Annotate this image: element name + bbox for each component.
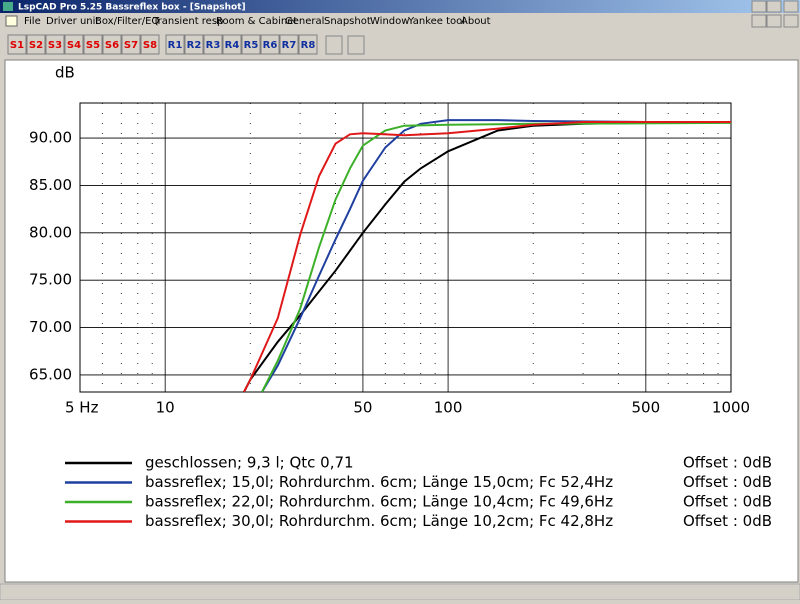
x-tick-label: 1000: [712, 399, 750, 417]
toolbar-button-label[interactable]: R3: [206, 40, 221, 51]
toolbar-button[interactable]: [203, 34, 223, 55]
toolbar-button[interactable]: [298, 34, 318, 55]
y-tick-label: 85.00: [29, 176, 72, 194]
toolbar-button[interactable]: [64, 34, 84, 55]
toolbar-button[interactable]: [241, 34, 261, 55]
toolbar-button-label[interactable]: R4: [225, 40, 240, 51]
toolbar-button-label[interactable]: S4: [67, 40, 81, 51]
toolbar-button[interactable]: [7, 34, 27, 55]
toolbar-button-label[interactable]: R7: [282, 40, 297, 51]
toolbar-button-label[interactable]: S5: [86, 40, 100, 51]
maximize-button[interactable]: [766, 0, 782, 13]
x-tick-label: 10: [156, 399, 175, 417]
x-tick-label: 500: [632, 399, 661, 417]
mdi-close[interactable]: [783, 14, 799, 28]
toolbar-button-label[interactable]: R2: [187, 40, 202, 51]
menu-item[interactable]: Room & Cabinet: [216, 16, 297, 27]
plot: 5 Hz 10 50 100 500 1000 65.00 70.00 75.00 80.00 85…: [29, 102, 772, 530]
window-controls: [751, 0, 799, 28]
toolbar-button-label[interactable]: S6: [105, 40, 119, 51]
menu-item[interactable]: Transient resp: [152, 16, 223, 27]
series-line: [261, 119, 731, 392]
title-bar: [0, 0, 800, 13]
legend-label: geschlossen; 9,3 l; Qtc 0,71: [145, 454, 354, 472]
y-tick-label: 90.00: [29, 129, 72, 147]
series-line: [243, 121, 731, 392]
legend-offset: Offset : 0dB: [683, 454, 772, 472]
legend-offset: Offset : 0dB: [683, 493, 772, 511]
toolbar-button-label[interactable]: S7: [124, 40, 138, 51]
legend-offset: Offset : 0dB: [683, 473, 772, 491]
chart-panel: [4, 59, 799, 583]
toolbar-button[interactable]: [222, 34, 242, 55]
status-bar: [0, 583, 800, 601]
legend-label: bassreflex; 15,0l; Rohrdurchm. 6cm; Läng…: [145, 473, 613, 491]
toolbar-button[interactable]: [83, 34, 103, 55]
toolbar-button-label[interactable]: R5: [244, 40, 259, 51]
toolbar-button-label[interactable]: S8: [143, 40, 157, 51]
mdi-minimize[interactable]: [751, 14, 767, 28]
legend-offset: Offset : 0dB: [683, 512, 772, 530]
legend-label: bassreflex; 22,0l; Rohrdurchm. 6cm; Läng…: [145, 493, 613, 511]
y-tick-label: 75.00: [29, 271, 72, 289]
close-button[interactable]: [783, 0, 799, 13]
toolbar-button-label[interactable]: R8: [301, 40, 316, 51]
toolbar-button[interactable]: [26, 34, 46, 55]
menu-item[interactable]: General: [285, 16, 324, 27]
x-tick-label: 100: [434, 399, 463, 417]
toolbar-button[interactable]: [184, 34, 204, 55]
toolbar: S1 S2 S3 S4 S5 S6 S7 S8 R1 R2 R3 R4 R5 R6 R7 R8: [7, 34, 365, 55]
mdi-restore[interactable]: [766, 14, 782, 28]
legend-label: bassreflex; 30,0l; Rohrdurchm. 6cm; Läng…: [145, 512, 613, 530]
y-tick-label: 65.00: [29, 365, 72, 383]
menu-item[interactable]: Box/Filter/EQ: [95, 16, 159, 27]
toolbar-button[interactable]: [45, 34, 65, 55]
menu-item[interactable]: Driver unit: [46, 16, 99, 27]
toolbar-button[interactable]: [121, 34, 141, 55]
toolbar-button[interactable]: [279, 34, 299, 55]
menu-item[interactable]: Window: [370, 16, 409, 27]
app-icon: [3, 2, 13, 11]
menu-item[interactable]: About: [461, 16, 491, 27]
toolbar-button[interactable]: [102, 34, 122, 55]
menu-item[interactable]: Yankee tool: [407, 16, 465, 27]
x-tick-label: 50: [353, 399, 372, 417]
toolbar-button-label[interactable]: S2: [29, 40, 43, 51]
toolbar-button-label[interactable]: S1: [10, 40, 24, 51]
doc-icon: [5, 15, 18, 27]
toolbar-button-label[interactable]: R6: [263, 40, 278, 51]
toolbar-button[interactable]: [165, 34, 185, 55]
menu-item[interactable]: File: [24, 16, 41, 27]
window-title: LspCAD Pro 5.25 Bassreflex box - [Snapsh…: [18, 3, 246, 13]
x-tick-label: 5 Hz: [65, 399, 99, 417]
y-tick-label: 70.00: [29, 318, 72, 336]
y-axis-label: dB: [55, 64, 75, 82]
toolbar-button[interactable]: [260, 34, 280, 55]
toolbar-button-label[interactable]: R1: [168, 40, 183, 51]
plot-frame: [79, 102, 732, 393]
y-tick-label: 80.00: [29, 223, 72, 241]
tool-button[interactable]: [325, 35, 343, 55]
toolbar-button-label[interactable]: S3: [48, 40, 62, 51]
tool-button[interactable]: [347, 35, 365, 55]
menu-item[interactable]: Snapshot: [324, 16, 371, 27]
minimize-button[interactable]: [751, 0, 767, 13]
toolbar-button[interactable]: [140, 34, 160, 55]
series-line: [261, 121, 731, 392]
